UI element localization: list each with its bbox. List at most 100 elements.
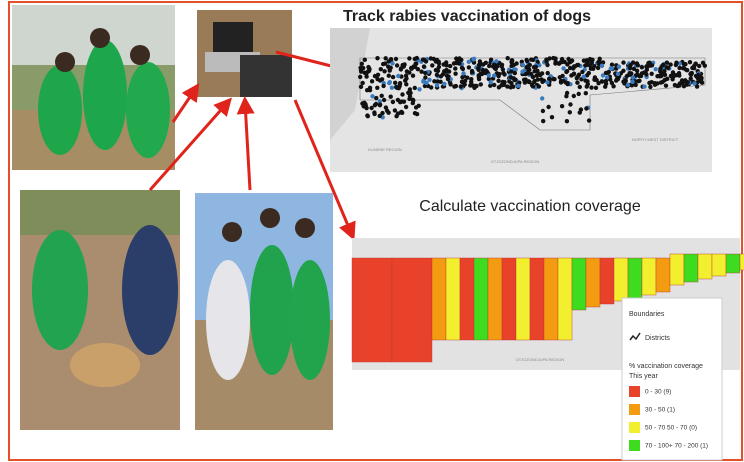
map-dot — [362, 57, 367, 62]
map-dot — [488, 80, 493, 85]
map-dot — [458, 84, 463, 89]
map-dot — [382, 69, 387, 74]
district — [431, 257, 447, 341]
map-dot — [668, 62, 673, 67]
map-dot — [581, 58, 587, 63]
map-dot — [390, 99, 396, 105]
map-dot — [564, 119, 570, 124]
map-dot — [660, 79, 665, 85]
map-dot — [564, 69, 569, 75]
legend-heading: Boundaries — [629, 311, 665, 318]
map-dot — [586, 118, 592, 123]
map-dot — [692, 81, 697, 86]
map-dot — [688, 76, 693, 81]
map-dot — [409, 66, 414, 71]
map-label: KUNENE REGION — [368, 147, 402, 152]
map-dot — [393, 56, 399, 62]
map-dot — [532, 69, 537, 74]
map-dot — [433, 68, 439, 73]
map-dot — [393, 80, 398, 86]
map-dot — [423, 59, 429, 64]
map-dot — [581, 74, 586, 79]
map-dot — [441, 62, 446, 67]
map-dot — [635, 72, 640, 77]
map-dot — [615, 71, 621, 77]
map-dot — [407, 87, 413, 92]
photo-app-demo — [195, 193, 333, 430]
map-dot — [378, 67, 383, 72]
map-dot — [568, 102, 573, 107]
legend-label: 30 - 50 (1) — [645, 407, 675, 414]
map-dot — [662, 72, 668, 78]
map-dot — [551, 55, 556, 61]
map-dot — [652, 81, 657, 86]
map-dot — [535, 77, 541, 82]
map-dot — [367, 66, 372, 72]
map-dot — [369, 105, 374, 111]
district — [515, 257, 531, 341]
map-dot — [587, 63, 593, 68]
map-dot — [404, 76, 409, 81]
map-dot — [685, 80, 690, 85]
map-dot — [389, 85, 395, 90]
map-dot — [486, 73, 491, 78]
map-dot — [600, 73, 606, 78]
map-dot — [430, 63, 435, 68]
map-dot — [492, 73, 497, 78]
map-dot — [643, 70, 648, 75]
map-dot — [621, 68, 626, 74]
map-dot — [438, 79, 443, 85]
map-dot — [583, 91, 588, 96]
map-dot — [634, 61, 640, 66]
map-dot — [544, 59, 549, 64]
map-dot — [576, 72, 582, 77]
map-dot — [630, 75, 635, 80]
map-dot — [645, 64, 650, 69]
map-dot — [392, 108, 398, 113]
map-dot — [687, 60, 693, 65]
map-dot — [496, 78, 501, 84]
map-dot — [662, 69, 667, 74]
map-dot — [379, 93, 384, 99]
district — [543, 257, 559, 341]
legend-swatch — [629, 422, 640, 433]
map-dot — [592, 77, 597, 82]
map-dot — [599, 63, 605, 68]
map-dot — [445, 76, 451, 82]
map-dot — [375, 56, 380, 61]
map-dot — [682, 66, 687, 71]
map-dot — [410, 97, 416, 103]
map-dot — [419, 69, 424, 74]
map-dot — [423, 75, 428, 80]
map-dot — [546, 104, 551, 110]
district — [711, 253, 727, 277]
map-dot — [400, 110, 405, 116]
map-dot — [583, 63, 588, 68]
map-dot — [593, 85, 599, 91]
district — [529, 257, 545, 341]
map-dot — [605, 70, 611, 75]
map-dot — [404, 82, 409, 87]
map-dot — [584, 106, 589, 111]
map-dot — [649, 71, 654, 77]
map-dot — [372, 111, 377, 117]
map-dot — [560, 73, 565, 79]
map-label: OTJOZONDJUPA REGION — [491, 159, 540, 164]
map-dot — [496, 85, 502, 90]
map-dot — [400, 92, 405, 97]
map-dot — [672, 82, 678, 88]
map-dot — [372, 73, 378, 79]
district — [669, 253, 685, 286]
map-dot — [513, 67, 518, 72]
map-dot — [501, 70, 506, 76]
map-dot — [631, 66, 637, 72]
map-dot — [421, 64, 427, 69]
district — [487, 257, 503, 341]
map-dot — [540, 96, 545, 101]
map-dot — [549, 115, 555, 120]
map-dot — [611, 84, 616, 89]
map-dot — [564, 90, 570, 96]
legend-boundary: Districts — [645, 335, 670, 342]
map-dot — [512, 70, 517, 76]
map-dot — [492, 62, 497, 67]
